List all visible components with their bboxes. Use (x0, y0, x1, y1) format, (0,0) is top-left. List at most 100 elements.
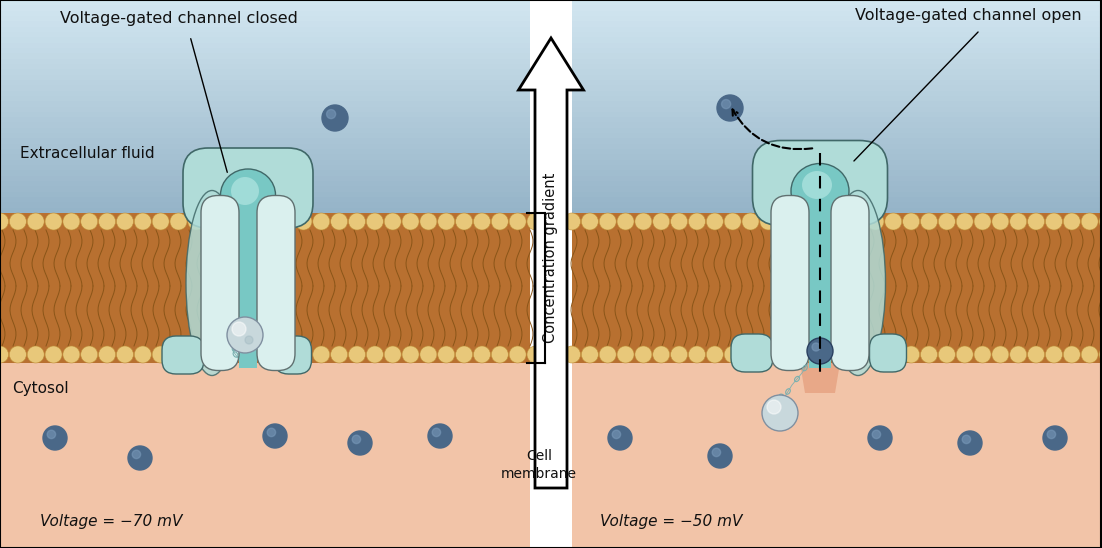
Circle shape (608, 426, 633, 450)
Circle shape (0, 346, 9, 363)
Ellipse shape (802, 171, 832, 199)
Circle shape (187, 213, 205, 230)
Circle shape (724, 213, 742, 230)
Circle shape (617, 213, 634, 230)
Circle shape (170, 213, 187, 230)
Circle shape (707, 444, 732, 468)
Circle shape (938, 213, 955, 230)
Text: membrane: membrane (501, 467, 577, 481)
Circle shape (348, 431, 372, 455)
Circle shape (1046, 213, 1062, 230)
Circle shape (1009, 346, 1027, 363)
Circle shape (671, 213, 688, 230)
Circle shape (957, 346, 973, 363)
Circle shape (974, 213, 991, 230)
Circle shape (813, 213, 831, 230)
Circle shape (796, 346, 812, 363)
Circle shape (974, 346, 991, 363)
Circle shape (920, 346, 938, 363)
Circle shape (187, 346, 205, 363)
Circle shape (170, 346, 187, 363)
Circle shape (867, 213, 884, 230)
Circle shape (563, 346, 581, 363)
Circle shape (295, 346, 312, 363)
Circle shape (348, 346, 366, 363)
Circle shape (671, 346, 688, 363)
Circle shape (761, 395, 798, 431)
Circle shape (778, 213, 795, 230)
Circle shape (322, 105, 348, 131)
Circle shape (45, 213, 62, 230)
Circle shape (402, 346, 419, 363)
FancyArrow shape (519, 38, 583, 488)
Circle shape (527, 213, 544, 230)
Circle shape (1042, 426, 1067, 450)
Circle shape (778, 346, 795, 363)
Circle shape (63, 346, 80, 363)
Circle shape (420, 346, 436, 363)
Circle shape (206, 346, 223, 363)
Circle shape (868, 426, 892, 450)
Circle shape (850, 346, 866, 363)
Circle shape (724, 346, 742, 363)
Circle shape (812, 343, 820, 351)
Circle shape (241, 346, 258, 363)
Circle shape (1009, 213, 1027, 230)
Circle shape (1099, 346, 1102, 363)
Circle shape (152, 213, 169, 230)
Circle shape (437, 213, 455, 230)
Circle shape (760, 213, 777, 230)
Circle shape (80, 213, 98, 230)
Circle shape (263, 424, 287, 448)
Circle shape (1027, 346, 1045, 363)
Circle shape (867, 346, 884, 363)
Circle shape (132, 450, 141, 459)
Circle shape (938, 346, 955, 363)
Bar (809, 203, 831, 368)
Text: Extracellular fluid: Extracellular fluid (20, 146, 154, 161)
Circle shape (689, 213, 705, 230)
FancyBboxPatch shape (771, 196, 809, 370)
Circle shape (277, 346, 294, 363)
Circle shape (206, 213, 223, 230)
Circle shape (267, 428, 276, 437)
Circle shape (992, 213, 1009, 230)
Circle shape (224, 346, 240, 363)
Circle shape (117, 346, 133, 363)
FancyBboxPatch shape (869, 334, 907, 372)
Circle shape (850, 213, 866, 230)
Circle shape (582, 346, 598, 363)
Circle shape (635, 346, 652, 363)
FancyBboxPatch shape (731, 334, 773, 372)
Circle shape (428, 424, 452, 448)
Circle shape (1047, 430, 1056, 438)
Circle shape (599, 213, 616, 230)
Circle shape (259, 346, 277, 363)
Circle shape (9, 346, 26, 363)
Circle shape (885, 346, 901, 363)
Circle shape (224, 213, 240, 230)
Circle shape (98, 213, 116, 230)
Circle shape (599, 346, 616, 363)
Circle shape (277, 213, 294, 230)
Circle shape (128, 446, 152, 470)
Circle shape (28, 213, 44, 230)
Circle shape (117, 213, 133, 230)
Circle shape (712, 448, 721, 456)
Circle shape (295, 213, 312, 230)
Circle shape (831, 213, 849, 230)
Circle shape (527, 346, 544, 363)
Circle shape (722, 100, 731, 109)
Circle shape (807, 338, 833, 364)
Circle shape (831, 346, 849, 363)
Circle shape (331, 346, 347, 363)
Circle shape (348, 213, 366, 230)
Circle shape (366, 346, 383, 363)
Circle shape (353, 435, 360, 443)
Text: Voltage = −70 mV: Voltage = −70 mV (40, 514, 182, 529)
Ellipse shape (220, 169, 276, 221)
Circle shape (491, 213, 508, 230)
Circle shape (717, 95, 743, 121)
Circle shape (331, 213, 347, 230)
Ellipse shape (231, 177, 259, 205)
